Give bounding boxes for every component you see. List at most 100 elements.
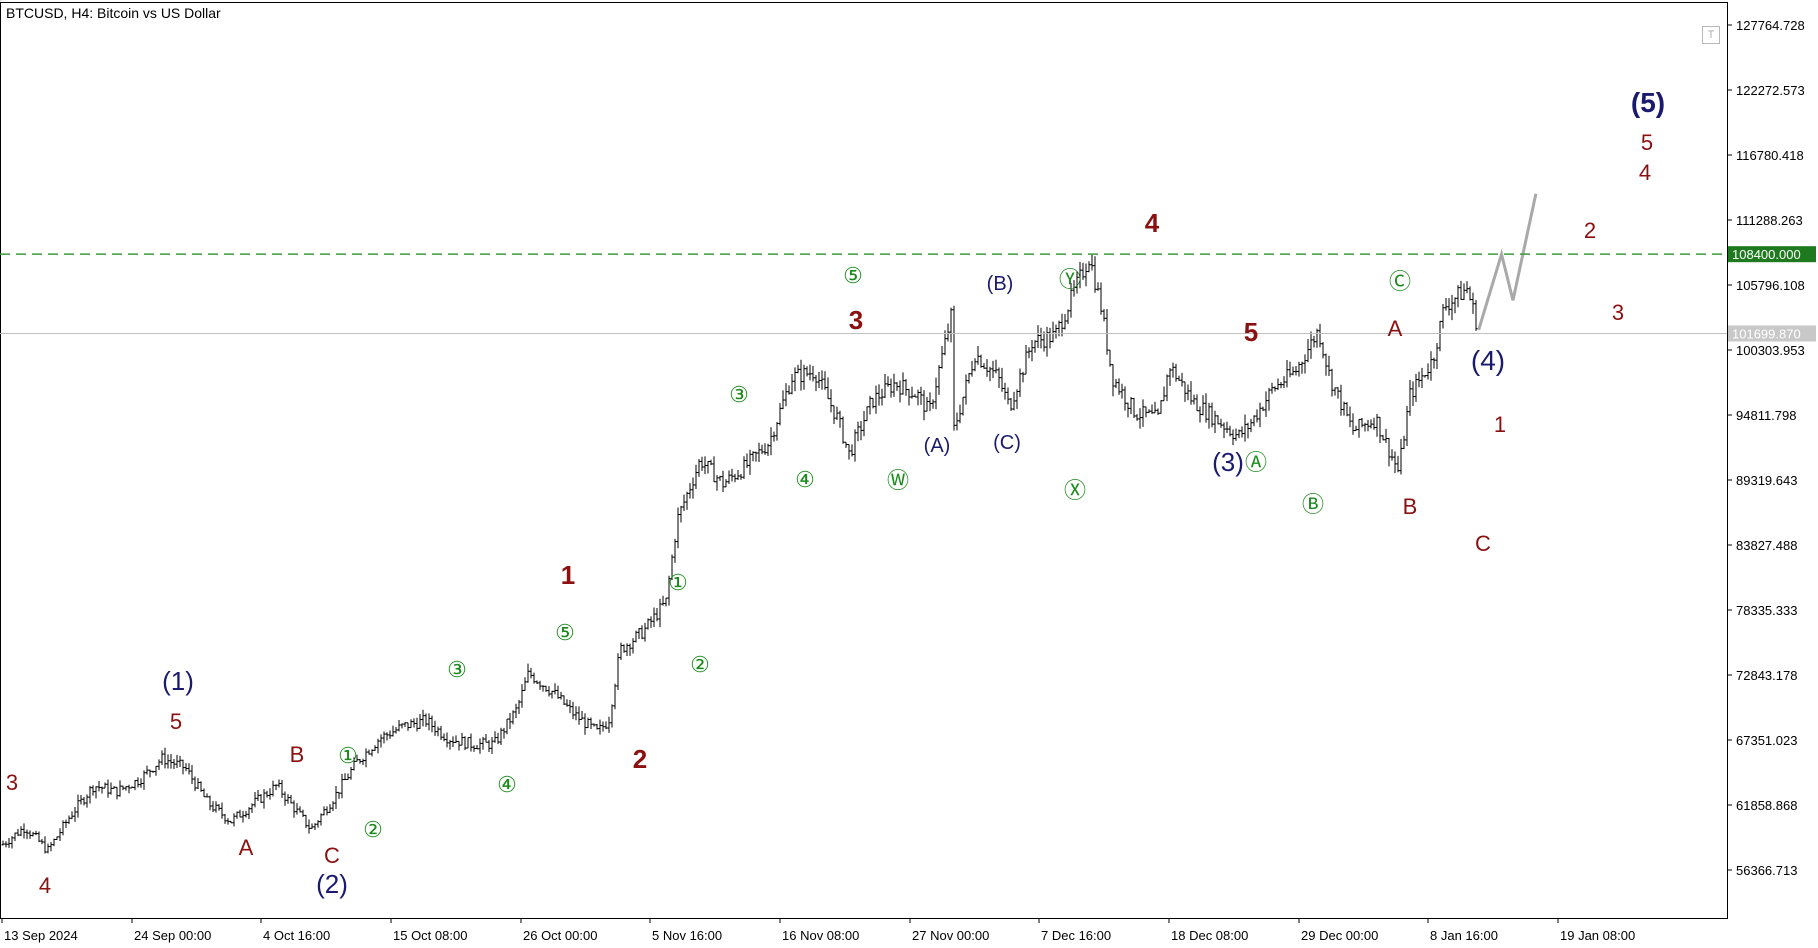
text-tool-icon[interactable]: T [1702, 26, 1720, 44]
ohlc-bar [421, 709, 425, 727]
ohlc-bar [130, 786, 134, 789]
wave-label: Ⓑ [1302, 492, 1324, 517]
ohlc-bar [190, 765, 194, 784]
ohlc-bar [715, 475, 719, 491]
ohlc-bar [1036, 325, 1040, 348]
y-tick-label: 61858.868 [1736, 798, 1797, 813]
ohlc-bar [514, 703, 518, 718]
ohlc-bar [364, 748, 368, 768]
ohlc-bar [1099, 282, 1103, 315]
ohlc-bar [1168, 367, 1172, 386]
y-tick-label: 94811.798 [1736, 408, 1797, 423]
wave-label: ② [690, 652, 710, 677]
ohlc-bar [985, 359, 989, 377]
ohlc-bar [1024, 345, 1028, 375]
wave-label: ① [668, 570, 688, 595]
ohlc-bar [109, 782, 113, 795]
ohlc-bar [52, 838, 56, 847]
ohlc-bar [205, 793, 209, 798]
ohlc-bar [274, 784, 278, 791]
ohlc-bar [1045, 326, 1049, 357]
ohlc-bar [1429, 351, 1433, 381]
wave-label: ④ [795, 467, 815, 492]
ohlc-bar [1021, 371, 1025, 383]
ohlc-bar [295, 803, 299, 815]
ohlc-bar [1132, 397, 1136, 419]
ohlc-bar [799, 359, 803, 391]
ohlc-bar [424, 713, 428, 727]
ohlc-bar [70, 811, 74, 820]
ohlc-bar [694, 464, 698, 490]
ohlc-bar [961, 396, 965, 416]
ohlc-bar [1123, 386, 1127, 411]
ohlc-bar [1237, 429, 1241, 439]
ohlc-bar [235, 811, 239, 819]
ohlc-bar [727, 470, 731, 485]
ohlc-bar [1294, 365, 1298, 376]
ohlc-bar [529, 667, 533, 679]
wave-label: 5 [1641, 130, 1653, 155]
ohlc-bar [1459, 280, 1463, 300]
ohlc-bar [829, 389, 833, 413]
ohlc-bar [868, 395, 872, 415]
ohlc-bar [532, 672, 536, 684]
ohlc-bar [232, 813, 236, 827]
ohlc-bar [46, 843, 50, 854]
ohlc-bar [1279, 381, 1283, 389]
ohlc-bar [7, 838, 11, 848]
wave-label: 3 [1612, 300, 1624, 325]
ohlc-bar [145, 765, 149, 775]
ohlc-bar [1441, 303, 1445, 329]
ohlc-bar [1063, 313, 1067, 330]
ohlc-bar [1084, 263, 1088, 287]
ohlc-bar [535, 680, 539, 685]
ohlc-bar [1243, 414, 1247, 442]
ohlc-bar [214, 801, 218, 813]
ohlc-bar [523, 677, 527, 691]
ohlc-bar [184, 763, 188, 772]
ohlc-bar [628, 643, 632, 656]
ohlc-bar [562, 695, 566, 706]
ohlc-bar [289, 795, 293, 804]
ohlc-bar [1126, 402, 1130, 418]
wave-label: (5) [1631, 87, 1665, 118]
ohlc-bar [754, 451, 758, 462]
ohlc-bar [76, 794, 80, 818]
x-tick-label: 19 Jan 08:00 [1560, 928, 1635, 943]
ohlc-bar [475, 744, 479, 750]
ohlc-bar [298, 806, 302, 813]
wave-label: ⑤ [0, 0, 13, 6]
y-tick-label: 111288.263 [1736, 213, 1803, 228]
ohlc-bar [1309, 331, 1313, 359]
ohlc-bar [229, 820, 233, 824]
ohlc-bar [490, 737, 494, 754]
ohlc-bar [1420, 367, 1424, 389]
ohlc-bar [94, 786, 98, 799]
ohlc-bar [1291, 366, 1295, 376]
ohlc-bar [904, 379, 908, 396]
ohlc-bar [1285, 359, 1289, 388]
ohlc-bar [1264, 391, 1268, 418]
y-tick-label: 67351.023 [1736, 733, 1797, 748]
ohlc-bar [883, 374, 887, 399]
ohlc-bar [310, 823, 314, 829]
ohlc-bar [703, 456, 707, 475]
ohlc-bar [1090, 254, 1094, 271]
ohlc-bar [967, 373, 971, 384]
wave-label: Ⓧ [1064, 478, 1086, 503]
ohlc-bar [148, 769, 152, 778]
ohlc-bar [394, 726, 398, 734]
wave-label: 5 [1244, 317, 1258, 347]
ohlc-bar [244, 810, 248, 818]
ohlc-bar [16, 828, 20, 837]
x-tick-label: 18 Dec 08:00 [1171, 928, 1248, 943]
x-tick-label: 27 Nov 00:00 [912, 928, 989, 943]
ohlc-bar [631, 638, 635, 654]
ohlc-bar [1159, 400, 1163, 414]
ohlc-bar [844, 441, 848, 448]
ohlc-bar [1153, 401, 1157, 414]
ohlc-bar [925, 396, 929, 412]
ohlc-bar [616, 653, 620, 691]
ohlc-bar [1144, 406, 1148, 418]
